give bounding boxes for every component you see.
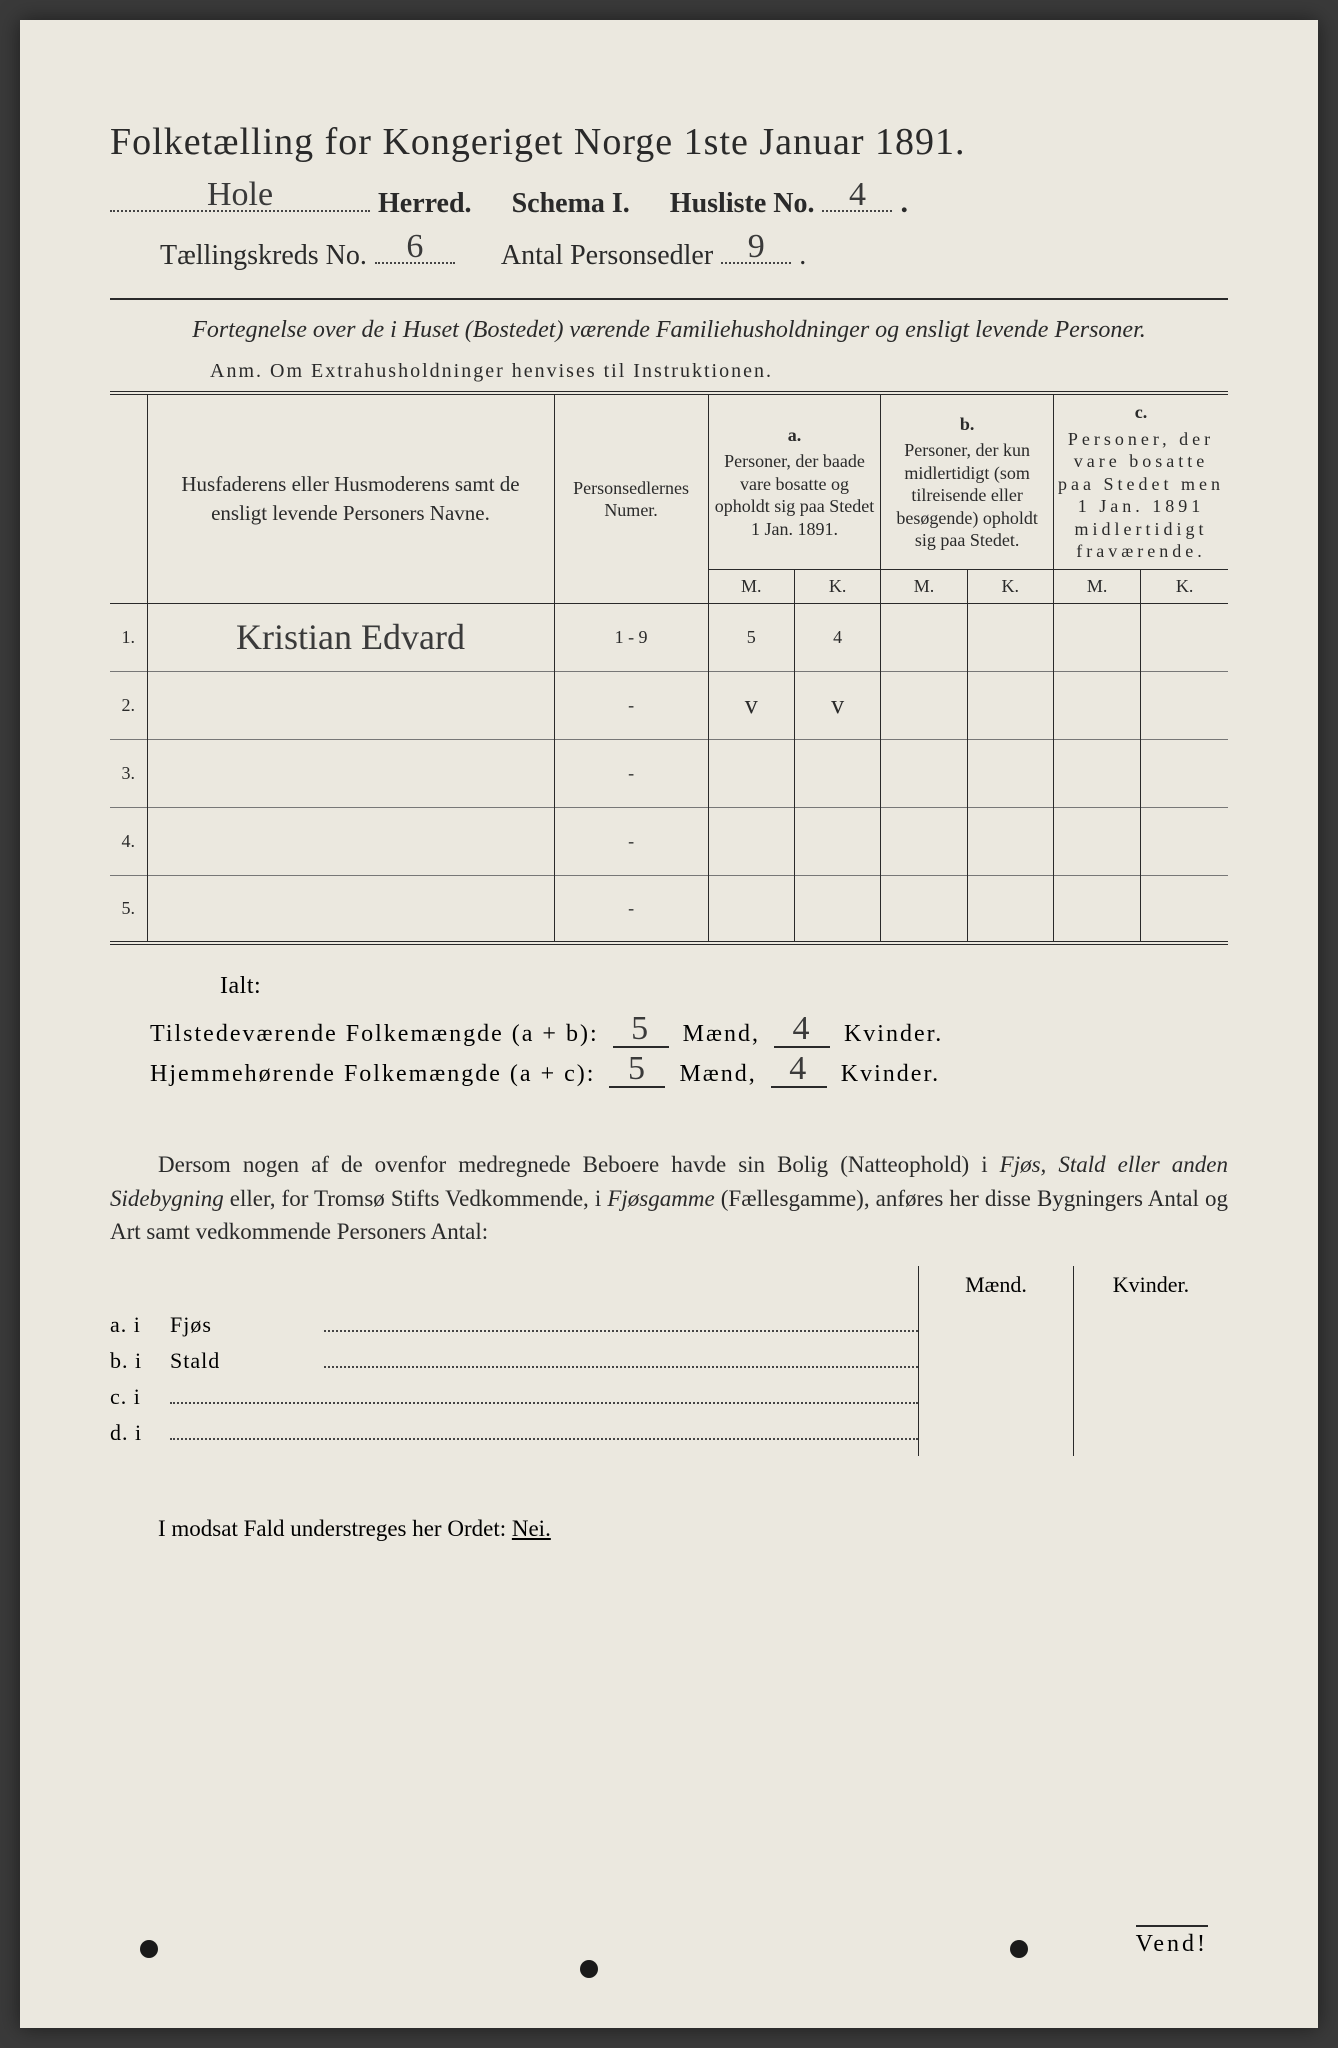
col-rownum xyxy=(110,393,147,603)
husliste-label: Husliste No. xyxy=(670,188,815,220)
punch-hole xyxy=(580,1960,598,1978)
table-row: 5. - xyxy=(110,875,1228,943)
table-row: 4. - xyxy=(110,807,1228,875)
c-k: K. xyxy=(1141,569,1228,603)
col-c: c. Personer, der vare bosatte paa Stedet… xyxy=(1053,393,1228,569)
header-row-1: Hole Herred. Schema I. Husliste No. 4 . xyxy=(110,182,1228,220)
page-title: Folketælling for Kongeriget Norge 1ste J… xyxy=(110,120,1228,164)
c-m: M. xyxy=(1053,569,1140,603)
bldg-row: b. i Stald xyxy=(110,1348,918,1374)
census-form-page: Folketælling for Kongeriget Norge 1ste J… xyxy=(20,20,1318,2028)
kreds-label: Tællingskreds No. xyxy=(160,240,367,272)
punch-hole xyxy=(1010,1940,1028,1958)
col-names: Husfaderens eller Husmoderens samt de en… xyxy=(147,393,554,603)
bldg-maend-col: Mænd. xyxy=(919,1266,1074,1456)
main-table: Husfaderens eller Husmoderens samt de en… xyxy=(110,391,1228,945)
herred-label: Herred. xyxy=(378,188,472,220)
herred-value: Hole xyxy=(207,176,273,214)
building-paragraph: Dersom nogen af de ovenfor medregnede Be… xyxy=(110,1148,1228,1248)
header-row-2: Tællingskreds No. 6 Antal Personsedler 9… xyxy=(110,234,1228,272)
a-m: M. xyxy=(708,569,794,603)
table-row: 1. Kristian Edvard 1 - 9 5 4 xyxy=(110,603,1228,671)
kreds-field: 6 xyxy=(375,234,455,264)
col-a: a. Personer, der baade vare bosatte og o… xyxy=(708,393,881,569)
col-personsedler: Personsedlernes Numer. xyxy=(554,393,708,603)
kreds-value: 6 xyxy=(406,228,423,266)
ialt-label: Ialt: xyxy=(220,973,1228,1000)
b-k: K. xyxy=(967,569,1053,603)
table-body: 1. Kristian Edvard 1 - 9 5 4 2. - v v xyxy=(110,603,1228,943)
a-k: K. xyxy=(794,569,880,603)
bldg-row: d. i xyxy=(110,1420,918,1446)
antal-label: Antal Personsedler xyxy=(501,240,713,272)
bldg-kvinder-col: Kvinder. xyxy=(1074,1266,1228,1456)
husliste-field: 4 xyxy=(822,182,892,212)
building-list: a. i Fjøs b. i Stald c. i d. i xyxy=(110,1266,918,1456)
table-row: 2. - v v xyxy=(110,671,1228,739)
herred-field: Hole xyxy=(110,182,370,212)
table-row: 3. - xyxy=(110,739,1228,807)
divider xyxy=(110,298,1228,300)
totals-resident: Hjemmehørende Folkemængde (a + c): 5 Mæn… xyxy=(150,1054,1228,1088)
antal-field: 9 xyxy=(721,234,791,264)
building-mk-cols: Mænd. Kvinder. xyxy=(918,1266,1228,1456)
annotation: Anm. Om Extrahusholdninger henvises til … xyxy=(110,360,1228,383)
punch-hole xyxy=(140,1940,158,1958)
description: Fortegnelse over de i Huset (Bostedet) v… xyxy=(110,314,1228,346)
b-m: M. xyxy=(881,569,967,603)
totals-present: Tilstedeværende Folkemængde (a + b): 5 M… xyxy=(150,1014,1228,1048)
schema-label: Schema I. xyxy=(512,188,630,220)
bldg-row: c. i xyxy=(110,1384,918,1410)
bldg-row: a. i Fjøs xyxy=(110,1312,918,1338)
husliste-value: 4 xyxy=(849,176,866,214)
antal-value: 9 xyxy=(748,228,765,266)
col-b: b. Personer, der kun midlertidigt (som t… xyxy=(881,393,1054,569)
building-block: a. i Fjøs b. i Stald c. i d. i Mænd. xyxy=(110,1266,1228,1456)
nei-line: I modsat Fald understreges her Ordet: Ne… xyxy=(110,1516,1228,1542)
vend-label: Vend! xyxy=(1136,1925,1208,1958)
